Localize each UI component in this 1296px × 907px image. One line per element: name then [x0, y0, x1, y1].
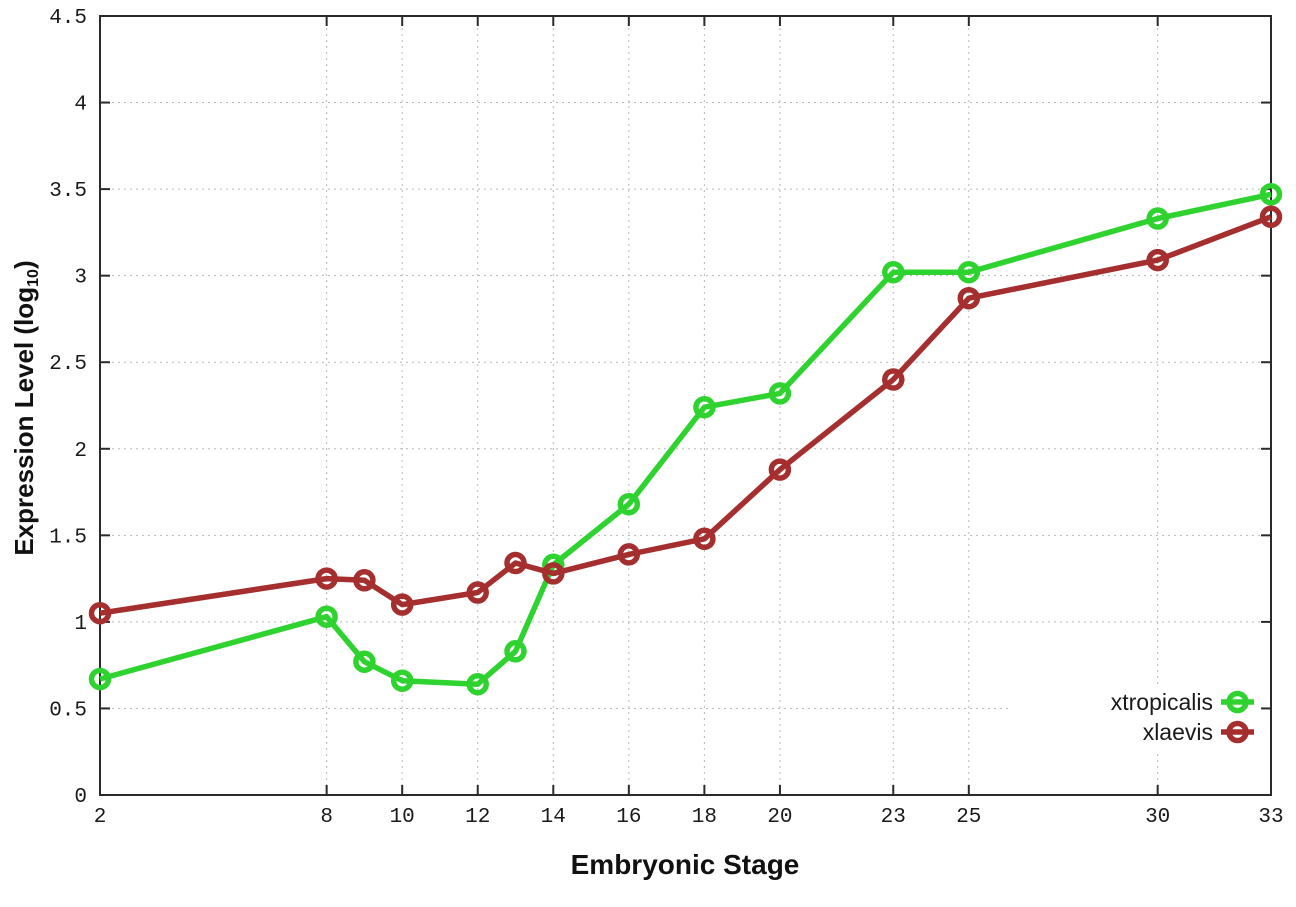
- series-xtropicalis-marker: [315, 605, 338, 628]
- x-tick-label-8: 8: [320, 806, 333, 829]
- series-xlaevis-marker: [1259, 205, 1283, 229]
- y-tick-label-4: 4: [74, 94, 87, 117]
- x-tick-label-25: 25: [956, 806, 981, 829]
- legend-sample-marker-xlaevis: [1226, 720, 1249, 744]
- series-xlaevis-marker: [390, 593, 414, 616]
- series-xlaevis-marker: [1146, 248, 1169, 272]
- x-tick-label-2: 2: [94, 806, 107, 829]
- y-tick-label-4.5: 4.5: [49, 7, 87, 30]
- series-xlaevis-marker: [353, 569, 376, 592]
- series-xtropicalis-marker: [693, 395, 716, 419]
- y-tick-label-1: 1: [74, 613, 87, 636]
- x-tick-label-23: 23: [881, 806, 906, 829]
- legend-box: [1008, 684, 1260, 750]
- legend-sample-marker-xtropicalis: [1226, 690, 1249, 714]
- series-xtropicalis-line: [99, 191, 1272, 687]
- series-xlaevis-marker: [768, 458, 792, 481]
- series-xlaevis-marker: [693, 527, 716, 551]
- series-xlaevis-marker: [542, 562, 565, 585]
- x-tick-label-14: 14: [541, 806, 566, 829]
- legend-label-xtropicalis: xtropicalis: [1111, 689, 1213, 715]
- series-xtropicalis-marker: [617, 492, 641, 516]
- x-tick-label-10: 10: [390, 806, 415, 829]
- series-xlaevis-line: [99, 214, 1272, 616]
- y-tick-label-2.5: 2.5: [49, 353, 87, 376]
- series-xtropicalis-marker: [1146, 207, 1169, 230]
- plot-border: [99, 15, 1272, 796]
- y-tick-label-3.5: 3.5: [49, 180, 87, 203]
- x-tick-label-20: 20: [767, 806, 792, 829]
- series-xtropicalis-marker: [1259, 183, 1283, 206]
- y-axis-title-close: ): [9, 260, 40, 269]
- legend-label-xlaevis: xlaevis: [1143, 719, 1213, 745]
- series-xtropicalis-marker: [504, 640, 527, 663]
- y-tick-label-2: 2: [74, 440, 87, 463]
- series-xtropicalis-marker: [957, 260, 981, 284]
- x-tick-label-16: 16: [616, 806, 641, 829]
- x-tick-label-12: 12: [465, 806, 490, 829]
- x-axis-title: Embryonic Stage: [570, 849, 800, 880]
- x-tick-label-30: 30: [1145, 806, 1170, 829]
- series-xtropicalis-marker: [353, 650, 376, 673]
- series-xlaevis-marker: [882, 368, 905, 391]
- y-tick-label-0: 0: [74, 786, 87, 809]
- series-xlaevis-marker: [315, 567, 338, 590]
- series-xlaevis-marker: [504, 551, 527, 575]
- y-axis-title: Expression Level (log10): [9, 260, 43, 555]
- series-xtropicalis-marker: [88, 667, 112, 691]
- y-axis-title-text: Expression Level (log: [9, 286, 40, 556]
- series-xtropicalis-marker: [466, 672, 489, 696]
- x-tick-label-18: 18: [692, 806, 717, 829]
- series-xlaevis-marker: [957, 286, 981, 310]
- series-xtropicalis-marker: [768, 382, 792, 405]
- series-xlaevis-marker: [466, 581, 489, 604]
- y-tick-label-1.5: 1.5: [49, 526, 87, 549]
- y-tick-label-3: 3: [74, 267, 87, 290]
- y-tick-label-0.5: 0.5: [49, 699, 87, 722]
- series-xlaevis-marker: [88, 601, 112, 625]
- series-xtropicalis-marker: [882, 260, 905, 284]
- x-tick-label-33: 33: [1258, 806, 1283, 829]
- series-xlaevis-marker: [617, 543, 641, 566]
- y-axis-title-subscript: 10: [23, 269, 42, 287]
- series-xtropicalis-marker: [390, 669, 414, 692]
